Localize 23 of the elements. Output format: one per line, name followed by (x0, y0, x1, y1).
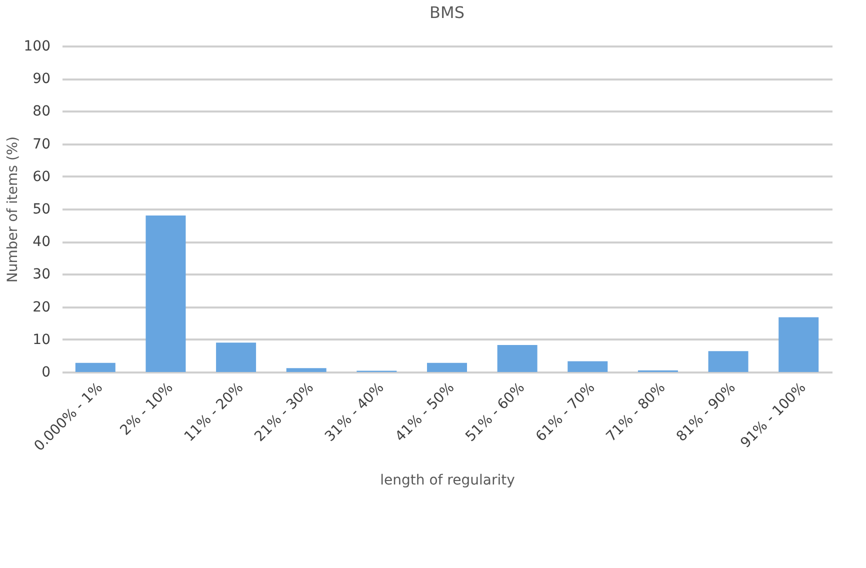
y-tick-label: 80 (32, 104, 50, 120)
bar (146, 216, 186, 372)
bar (427, 362, 467, 372)
y-tick-label: 40 (32, 234, 50, 250)
y-tick-label: 30 (32, 266, 50, 283)
bar (568, 361, 608, 372)
y-axis-title: Number of items (%) (4, 136, 21, 283)
bar (75, 362, 116, 372)
bar (286, 368, 326, 372)
y-tick-label: 10 (32, 332, 50, 348)
bar (497, 344, 538, 372)
y-tick-label: 20 (32, 299, 50, 316)
y-tick-label: 0 (42, 364, 50, 380)
chart-title: BMS (430, 3, 464, 22)
x-axis-title: length of regularity (380, 472, 515, 489)
bar (216, 342, 256, 372)
y-tick-label: 50 (32, 202, 50, 218)
bar (708, 351, 748, 372)
y-tick-label: 70 (32, 136, 50, 152)
y-tick-label: 100 (24, 38, 50, 54)
y-tick-label: 90 (32, 71, 50, 88)
y-tick-label: 60 (32, 168, 50, 185)
bar (778, 317, 819, 372)
